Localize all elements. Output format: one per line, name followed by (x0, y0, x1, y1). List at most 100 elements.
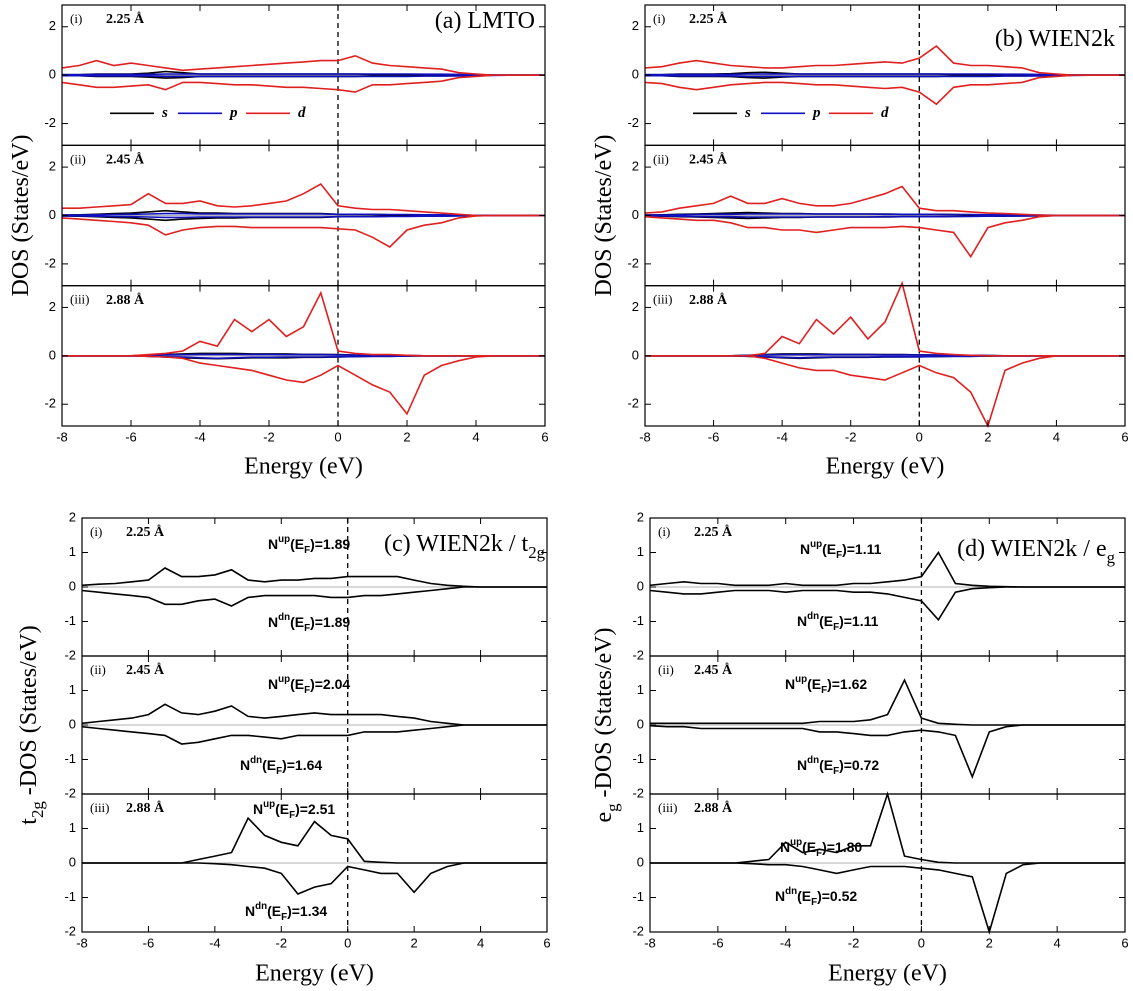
dos-curve (61, 214, 545, 248)
fermi-dos-annotation: Ndn(EF)=1.11 (797, 611, 879, 633)
subplot-distance: 2.25 Å (126, 524, 165, 540)
ann-sup: dn (785, 886, 797, 897)
dos-curve (650, 862, 1125, 935)
dos-curve (61, 54, 545, 76)
y-tick-label: 0 (69, 578, 76, 593)
y-tick-label: -2 (64, 785, 76, 800)
x-tick-label: 2 (411, 935, 418, 950)
fermi-dos-annotation: Ndn(EF)=1.89 (268, 612, 350, 634)
y-tick-label: -2 (64, 647, 76, 662)
subplot-distance: 2.45 Å (689, 152, 728, 168)
legend-label: s (744, 105, 751, 121)
ann-arg: (E (797, 888, 811, 904)
ann-sub: F (304, 685, 310, 696)
y-tick-label: 0 (49, 347, 56, 362)
legend-label: d (298, 105, 306, 121)
dos-curve (644, 45, 1125, 76)
dos-curve (644, 214, 1125, 259)
subplot-label: (i) (658, 524, 670, 539)
ann-rest: )=1.62 (827, 676, 867, 692)
x-tick-label: 6 (543, 935, 550, 950)
subplot-label: (i) (90, 524, 102, 539)
x-tick-label: 0 (916, 429, 923, 444)
ann-rest: )=1.89 (310, 614, 350, 630)
y-tick-label: -2 (632, 923, 644, 938)
x-tick-label: -4 (776, 429, 788, 444)
y-tick-label: 0 (637, 854, 644, 869)
panel-title-text: (a) LMTO (435, 8, 535, 34)
dos-curve (649, 724, 1125, 779)
legend-label: d (881, 105, 889, 121)
ann-arg: (E (290, 536, 304, 552)
dos-curve (62, 214, 545, 219)
fermi-dos-annotation: Ndn(EF)=0.52 (775, 886, 857, 908)
ann-base: N (268, 536, 278, 552)
ann-rest: )=1.64 (282, 757, 322, 773)
y-tick-label: -2 (44, 255, 56, 270)
y-axis-label-sub: g (603, 803, 622, 812)
subplot-distance: 2.25 Å (694, 524, 733, 540)
panel-title: (b) WIEN2k (995, 26, 1115, 52)
ann-rest: )=1.89 (310, 536, 350, 552)
fermi-dos-annotation: Ndn(EF)=0.72 (797, 755, 879, 777)
dos-curve (81, 724, 547, 745)
x-tick-label: 4 (1053, 429, 1060, 444)
ann-sub: F (833, 766, 839, 777)
y-tick-label: 2 (632, 159, 639, 174)
ann-sub: F (304, 623, 310, 634)
dos-curve (82, 862, 547, 895)
y-tick-label: 0 (49, 207, 56, 222)
subplot-distance: 2.88 Å (106, 292, 145, 308)
dos-curve (644, 185, 1125, 217)
fermi-dos-annotation: Nup(EF)=1.89 (268, 534, 350, 556)
ann-base: N (780, 839, 790, 855)
x-tick-label: 2 (986, 935, 993, 950)
y-tick-label: 0 (69, 854, 76, 869)
ann-sup: dn (255, 901, 267, 912)
x-axis-label: Energy (eV) (255, 961, 374, 987)
y-axis-label: DOS (States/eV) (8, 135, 34, 297)
x-tick-label: 4 (477, 935, 484, 950)
ann-base: N (268, 676, 278, 692)
subplot-distance: 2.88 Å (694, 800, 733, 816)
ann-base: N (797, 757, 807, 773)
fermi-dos-annotation: Ndn(EF)=1.64 (240, 755, 322, 777)
subplot-label: (iii) (70, 292, 90, 307)
y-tick-label: -2 (627, 396, 639, 411)
x-tick-label: -4 (209, 935, 221, 950)
y-tick-label: -1 (632, 613, 644, 628)
ann-rest: )=1.11 (842, 541, 882, 557)
x-tick-label: 4 (1054, 935, 1061, 950)
ann-sup: dn (250, 755, 262, 766)
ann-base: N (797, 613, 807, 629)
y-axis-label-rest: -DOS (States/eV) (591, 627, 617, 803)
ann-rest: )=2.51 (295, 801, 335, 817)
panel-title: (c) WIEN2k / t2g (384, 531, 546, 563)
ann-base: N (245, 903, 255, 919)
dos-curve (82, 816, 547, 864)
ann-arg: (E (275, 801, 289, 817)
dos-curve (645, 355, 1125, 429)
dos-curve (62, 74, 545, 78)
ann-arg: (E (807, 676, 821, 692)
subplot-label: (iii) (90, 800, 110, 815)
dos-curve (645, 74, 1125, 78)
y-tick-label: -2 (44, 115, 56, 130)
ann-rest: )=2.04 (310, 676, 350, 692)
ann-sub: F (833, 622, 839, 633)
fermi-dos-annotation: Nup(EF)=2.51 (253, 799, 335, 821)
y-axis-label-text: DOS (States/eV) (591, 135, 617, 297)
ann-sup: dn (807, 611, 819, 622)
y-tick-label: 2 (49, 18, 56, 33)
x-tick-label: -2 (845, 429, 857, 444)
y-tick-label: 0 (637, 578, 644, 593)
legend-label: p (811, 105, 821, 121)
ann-arg: (E (802, 839, 816, 855)
panel-title: (a) LMTO (435, 8, 535, 34)
subplot-label: (ii) (70, 151, 86, 166)
y-tick-label: 2 (637, 509, 644, 524)
fermi-dos-annotation: Nup(EF)=1.11 (800, 539, 882, 561)
dos-curve (62, 182, 545, 217)
fermi-dos-annotation: Nup(EF)=2.04 (268, 674, 350, 696)
ann-base: N (775, 888, 785, 904)
